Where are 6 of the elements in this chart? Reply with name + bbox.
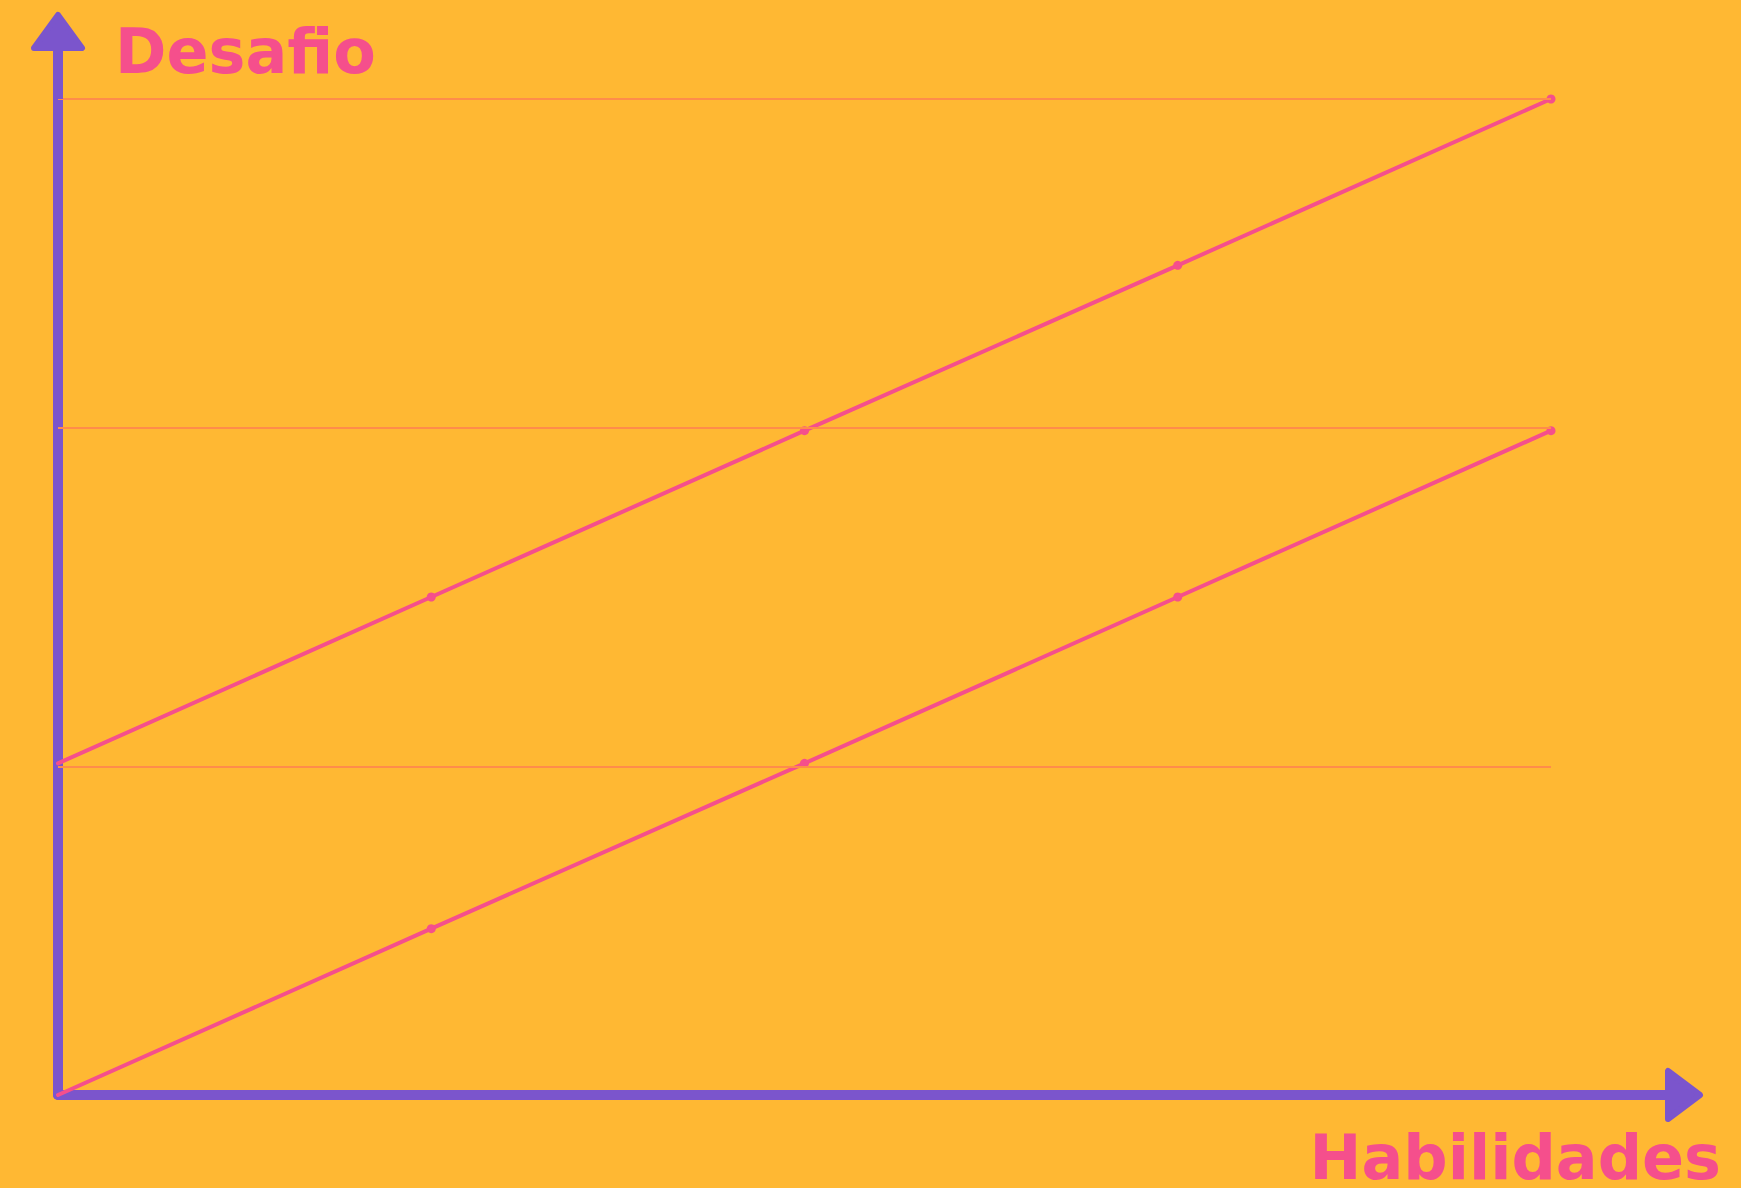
point bbox=[426, 592, 436, 602]
point bbox=[1173, 260, 1183, 270]
y-axis-title: Desafio bbox=[115, 14, 376, 88]
point bbox=[1173, 592, 1183, 602]
point bbox=[426, 924, 436, 934]
x-axis-title: Habilidades bbox=[1309, 1120, 1722, 1188]
